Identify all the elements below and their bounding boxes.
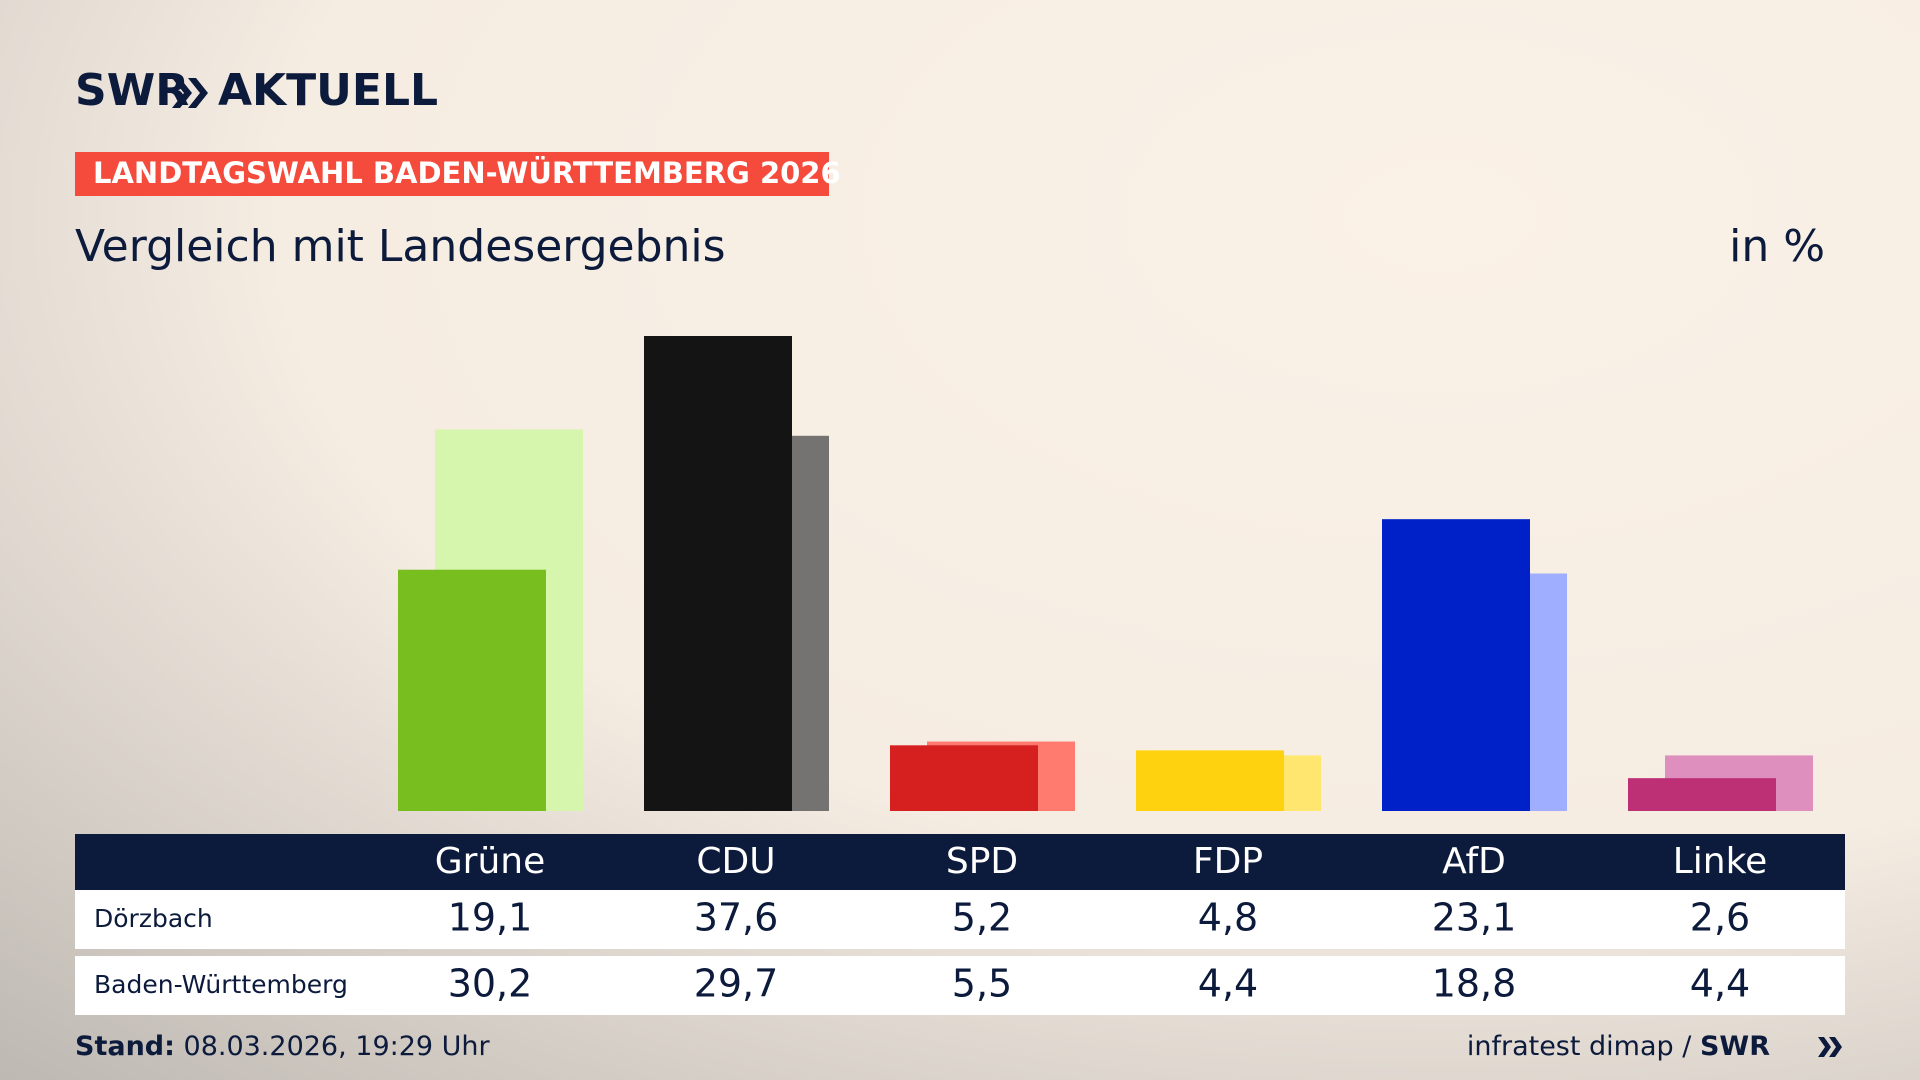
footer-chevrons bbox=[1818, 1037, 1842, 1057]
category-label: Grüne bbox=[435, 841, 545, 882]
value-label: 30,2 bbox=[448, 962, 533, 1006]
brand-name: SWR bbox=[75, 65, 189, 116]
chart-title: Vergleich mit Landesergebnis bbox=[75, 221, 726, 272]
table-header bbox=[75, 834, 1845, 890]
row-label: Dörzbach bbox=[94, 904, 213, 933]
category-label: AfD bbox=[1442, 841, 1506, 882]
value-label: 29,7 bbox=[694, 962, 779, 1006]
table-row bbox=[75, 956, 1845, 1015]
brand-chevrons bbox=[172, 78, 208, 108]
bar bbox=[1382, 519, 1530, 811]
value-label: 5,2 bbox=[952, 896, 1012, 940]
source: infratest dimap bbox=[1467, 1031, 1674, 1062]
bar bbox=[1136, 750, 1284, 811]
footer-stand: Stand: 08.03.2026, 19:29 Uhr bbox=[75, 1031, 491, 1062]
separator: / bbox=[1682, 1031, 1692, 1062]
kicker: LANDTAGSWAHL BADEN-WÜRTTEMBERG 2026 bbox=[93, 156, 841, 190]
row-label: Baden-Württemberg bbox=[94, 970, 348, 999]
value-label: 18,8 bbox=[1432, 962, 1517, 1006]
footer-source: infratest dimap / SWR bbox=[1467, 1031, 1770, 1062]
kicker-box bbox=[75, 152, 829, 196]
value-label: 5,5 bbox=[952, 962, 1012, 1006]
bar bbox=[398, 569, 546, 811]
footer-brand: SWR bbox=[1700, 1031, 1770, 1062]
stand-date: 08.03.2026, 19:29 Uhr bbox=[184, 1031, 491, 1062]
category-label: SPD bbox=[946, 841, 1018, 882]
value-label: 2,6 bbox=[1690, 896, 1750, 940]
table-row bbox=[75, 890, 1845, 949]
value-label: 37,6 bbox=[694, 896, 779, 940]
category-label: Linke bbox=[1673, 841, 1768, 882]
value-label: 23,1 bbox=[1432, 896, 1517, 940]
value-label: 4,8 bbox=[1198, 896, 1258, 940]
value-label: 4,4 bbox=[1198, 962, 1258, 1006]
bar bbox=[890, 745, 1038, 811]
brand-product: AKTUELL bbox=[218, 65, 438, 116]
category-label: CDU bbox=[696, 841, 775, 882]
stand-label: Stand: bbox=[75, 1031, 175, 1062]
bar bbox=[1628, 778, 1776, 811]
value-label: 4,4 bbox=[1690, 962, 1750, 1006]
value-label: 19,1 bbox=[448, 896, 533, 940]
unit: in % bbox=[1729, 221, 1825, 272]
bar bbox=[644, 336, 792, 811]
category-label: FDP bbox=[1193, 841, 1263, 882]
